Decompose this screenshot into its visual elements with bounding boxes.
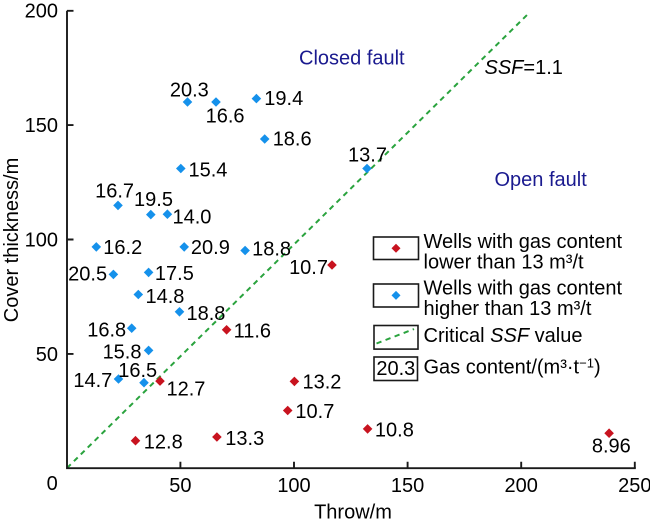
svg-text:SSF=1.1: SSF=1.1 [485, 57, 563, 79]
svg-text:50: 50 [36, 344, 58, 366]
svg-text:17.5: 17.5 [155, 263, 194, 285]
svg-text:19.5: 19.5 [134, 189, 173, 211]
svg-text:0: 0 [47, 473, 58, 495]
svg-text:15.4: 15.4 [189, 160, 228, 182]
svg-text:18.6: 18.6 [273, 128, 312, 150]
svg-text:14.0: 14.0 [173, 207, 212, 229]
svg-text:250: 250 [618, 475, 650, 497]
svg-text:18.8: 18.8 [252, 238, 291, 260]
svg-text:13.2: 13.2 [303, 371, 342, 393]
svg-text:16.2: 16.2 [103, 237, 142, 259]
svg-text:Critical SSF value: Critical SSF value [424, 325, 583, 347]
svg-text:18.8: 18.8 [187, 303, 226, 325]
svg-text:Cover thickness/m: Cover thickness/m [1, 158, 23, 323]
svg-text:19.4: 19.4 [264, 88, 303, 110]
svg-text:16.8: 16.8 [87, 320, 126, 342]
svg-text:Closed fault: Closed fault [299, 48, 405, 70]
svg-text:Gas content/(m³·t−1): Gas content/(m³·t−1) [424, 355, 601, 378]
svg-text:10.7: 10.7 [289, 257, 328, 279]
svg-text:20.3: 20.3 [170, 80, 209, 102]
svg-text:150: 150 [391, 475, 424, 497]
svg-text:Wells with gas content: Wells with gas content [424, 278, 623, 300]
svg-text:13.7: 13.7 [348, 145, 387, 167]
svg-text:Throw/m: Throw/m [314, 502, 392, 524]
svg-text:16.5: 16.5 [118, 360, 157, 382]
svg-text:20.3: 20.3 [376, 358, 415, 380]
svg-text:14.8: 14.8 [146, 286, 185, 308]
svg-text:13.3: 13.3 [225, 428, 264, 450]
svg-text:150: 150 [25, 115, 58, 137]
svg-text:200: 200 [505, 475, 538, 497]
svg-text:16.7: 16.7 [95, 181, 134, 203]
svg-text:lower than 13 m³/t: lower than 13 m³/t [424, 252, 585, 274]
svg-text:11.6: 11.6 [234, 321, 271, 343]
svg-text:16.6: 16.6 [206, 105, 245, 127]
svg-text:100: 100 [277, 475, 310, 497]
svg-text:10.8: 10.8 [375, 420, 414, 442]
svg-text:20.5: 20.5 [68, 264, 107, 286]
svg-text:Wells with gas content: Wells with gas content [424, 231, 623, 253]
svg-text:Open fault: Open fault [495, 169, 588, 191]
svg-text:8.96: 8.96 [592, 435, 631, 457]
svg-text:10.7: 10.7 [295, 401, 334, 423]
svg-text:12.7: 12.7 [167, 379, 206, 401]
svg-text:100: 100 [25, 229, 58, 251]
svg-text:higher than 13 m³/t: higher than 13 m³/t [424, 298, 592, 320]
svg-text:14.7: 14.7 [73, 370, 112, 392]
svg-text:50: 50 [169, 475, 191, 497]
svg-text:20.9: 20.9 [191, 237, 230, 259]
svg-text:200: 200 [25, 1, 58, 23]
svg-text:12.8: 12.8 [144, 432, 183, 454]
svg-text:15.8: 15.8 [103, 342, 142, 364]
